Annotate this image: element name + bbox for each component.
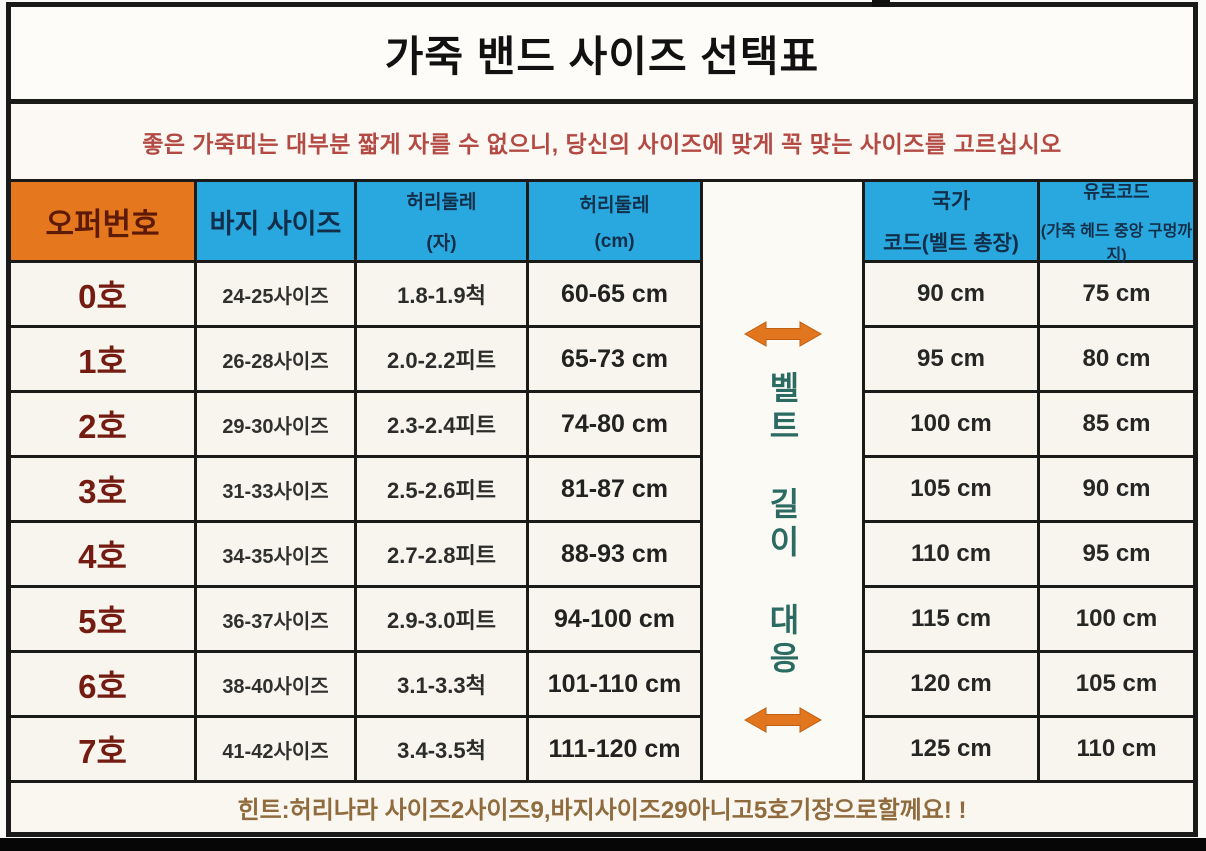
order-cell: 2호 (11, 393, 194, 455)
header-order-number: 오퍼번호 (11, 182, 194, 260)
waist-ja-cell: 2.3-2.4피트 (357, 393, 526, 455)
belt-length-column: 벨트 길이 대응 (703, 182, 862, 780)
size-chart-table: 가죽 밴드 사이즈 선택표 좋은 가죽띠는 대부분 짧게 자를 수 없으니, 당… (6, 2, 1198, 837)
pants-size-cell: 26-28사이즈 (197, 328, 354, 390)
order-cell: 7호 (11, 718, 194, 780)
size-grid: 벨트 길이 대응 오퍼번호 바지 사이즈 허리둘레 (자) 허리둘레 (cm) … (11, 182, 1193, 780)
waist-ja-cell: 1.8-1.9척 (357, 263, 526, 325)
belt-word: 벨트 (764, 371, 801, 447)
double-arrow-icon (743, 321, 822, 347)
waist-ja-cell: 2.9-3.0피트 (357, 588, 526, 650)
header-national-code: 국가 코드(벨트 총장) (865, 182, 1037, 260)
pants-size-cell: 24-25사이즈 (197, 263, 354, 325)
header-waist-cm: 허리둘레 (cm) (529, 182, 700, 260)
national-code-cell: 100 cm (865, 393, 1037, 455)
photo-artifact-mark (872, 0, 890, 7)
belt-length-label: 벨트 길이 대응 (764, 371, 801, 679)
pants-size-cell: 29-30사이즈 (197, 393, 354, 455)
waist-ja-cell: 3.4-3.5척 (357, 718, 526, 780)
hint-text: 힌트:허리나라 사이즈2사이즈9,바지사이즈29아니고5호기장으로할께요! ! (237, 797, 967, 824)
national-code-cell: 110 cm (865, 523, 1037, 585)
subtitle-text: 좋은 가죽띠는 대부분 짧게 자를 수 없으니, 당신의 사이즈에 맞게 꼭 맞… (142, 130, 1062, 157)
national-code-cell: 90 cm (865, 263, 1037, 325)
belt-word: 대응 (764, 603, 801, 679)
title-bar: 가죽 밴드 사이즈 선택표 (11, 7, 1193, 104)
national-code-cell: 125 cm (865, 718, 1037, 780)
order-cell: 6호 (11, 653, 194, 715)
header-euro-code: 유로코드 (가죽 헤드 중앙 구멍까지) (1040, 181, 1193, 264)
euro-code-cell: 100 cm (1040, 588, 1193, 650)
header-waist-ja: 허리둘레 (자) (357, 182, 526, 260)
page-title: 가죽 밴드 사이즈 선택표 (384, 32, 820, 80)
euro-code-cell: 85 cm (1040, 393, 1193, 455)
order-cell: 0호 (11, 263, 194, 325)
pants-size-cell: 36-37사이즈 (197, 588, 354, 650)
waist-ja-cell: 2.0-2.2피트 (357, 328, 526, 390)
waist-cm-cell: 88-93 cm (529, 523, 700, 585)
national-code-cell: 115 cm (865, 588, 1037, 650)
pants-size-cell: 34-35사이즈 (197, 523, 354, 585)
order-cell: 5호 (11, 588, 194, 650)
waist-ja-cell: 3.1-3.3척 (357, 653, 526, 715)
national-code-cell: 105 cm (865, 458, 1037, 520)
order-cell: 4호 (11, 523, 194, 585)
header-pants-size: 바지 사이즈 (197, 182, 354, 260)
euro-code-cell: 75 cm (1040, 263, 1193, 325)
belt-word: 길이 (764, 487, 801, 563)
waist-ja-cell: 2.7-2.8피트 (357, 523, 526, 585)
national-code-cell: 95 cm (865, 328, 1037, 390)
waist-cm-cell: 101-110 cm (529, 653, 700, 715)
euro-code-cell: 90 cm (1040, 458, 1193, 520)
euro-code-cell: 110 cm (1040, 718, 1193, 780)
pants-size-cell: 31-33사이즈 (197, 458, 354, 520)
waist-cm-cell: 111-120 cm (529, 718, 700, 780)
waist-cm-cell: 60-65 cm (529, 263, 700, 325)
euro-code-cell: 80 cm (1040, 328, 1193, 390)
order-cell: 3호 (11, 458, 194, 520)
waist-cm-cell: 81-87 cm (529, 458, 700, 520)
double-arrow-icon (743, 707, 822, 733)
waist-cm-cell: 65-73 cm (529, 328, 700, 390)
order-cell: 1호 (11, 328, 194, 390)
pants-size-cell: 38-40사이즈 (197, 653, 354, 715)
subtitle-bar: 좋은 가죽띠는 대부분 짧게 자를 수 없으니, 당신의 사이즈에 맞게 꼭 맞… (11, 104, 1193, 182)
bottom-black-bar (0, 838, 1206, 851)
footer-hint-bar: 힌트:허리나라 사이즈2사이즈9,바지사이즈29아니고5호기장으로할께요! ! (11, 780, 1193, 832)
waist-cm-cell: 74-80 cm (529, 393, 700, 455)
waist-ja-cell: 2.5-2.6피트 (357, 458, 526, 520)
euro-code-cell: 105 cm (1040, 653, 1193, 715)
euro-code-cell: 95 cm (1040, 523, 1193, 585)
waist-cm-cell: 94-100 cm (529, 588, 700, 650)
pants-size-cell: 41-42사이즈 (197, 718, 354, 780)
national-code-cell: 120 cm (865, 653, 1037, 715)
